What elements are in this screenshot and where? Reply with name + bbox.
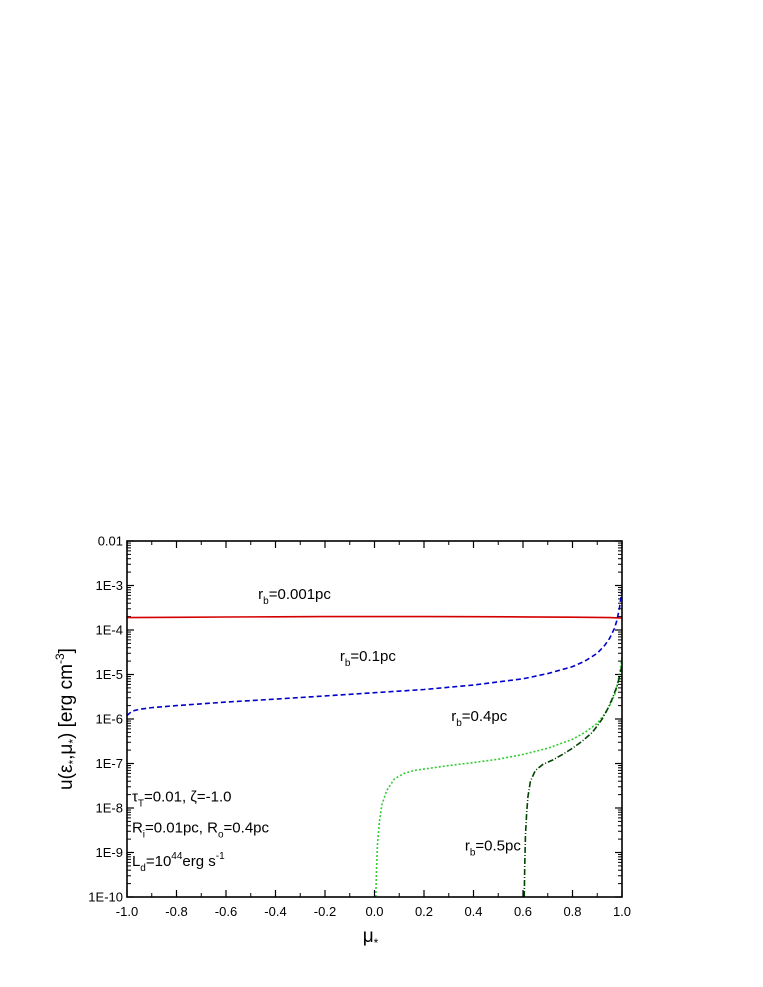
series-line-2 bbox=[374, 656, 623, 898]
x-axis-title-sub: * bbox=[374, 936, 379, 950]
annotation-1: Ri=0.01pc, Ro=0.4pc bbox=[132, 819, 270, 840]
y-axis-title-u: u( bbox=[56, 772, 77, 790]
x-tick-label: -0.2 bbox=[314, 904, 336, 919]
x-tick-label: 0.8 bbox=[563, 904, 581, 919]
x-tick-label: 0.0 bbox=[365, 904, 383, 919]
annotation-0: τT=0.01, ζ=-1.0 bbox=[132, 788, 232, 809]
x-axis-title-main: μ bbox=[363, 926, 374, 947]
x-tick-label: 1.0 bbox=[613, 904, 631, 919]
y-tick-label: 1E-6 bbox=[96, 712, 123, 727]
y-tick-label: 1E-4 bbox=[96, 623, 123, 638]
y-tick-label: 0.01 bbox=[98, 534, 123, 549]
annotation-2: Ld=1044erg s-1 bbox=[132, 851, 225, 874]
y-tick-label: 1E-9 bbox=[96, 845, 123, 860]
series-label-2: rb=0.4pc bbox=[451, 708, 508, 729]
y-tick-label: 1E-3 bbox=[96, 578, 123, 593]
y-axis-title-end: ] bbox=[56, 648, 77, 653]
y-axis-title-sub2: * bbox=[66, 739, 80, 744]
x-tick-label: 0.2 bbox=[415, 904, 433, 919]
x-axis-title: μ* bbox=[363, 926, 379, 950]
series-label-0: rb=0.001pc bbox=[258, 586, 331, 607]
plot-frame bbox=[126, 540, 623, 898]
y-tick-label: 1E-5 bbox=[96, 667, 123, 682]
series-layer bbox=[126, 589, 623, 898]
y-tick-label: 1E-10 bbox=[88, 890, 123, 905]
labels-layer: -1.0 -0.8 -0.6 -0.4 -0.2 0.0 0.2 0.4 0.6 0.8 1.0 0.… bbox=[88, 534, 631, 920]
x-tick-label: 0.4 bbox=[464, 904, 482, 919]
series-line-0 bbox=[126, 615, 623, 619]
y-axis-title-comma: , bbox=[56, 755, 77, 760]
y-tick-label: 1E-8 bbox=[96, 801, 123, 816]
ticks-layer bbox=[126, 540, 623, 898]
x-tick-label: -0.4 bbox=[264, 904, 286, 919]
series-label-3: rb=0.5pc bbox=[465, 837, 522, 858]
y-axis-title-eps: ε bbox=[56, 764, 77, 773]
y-axis-title-mu: μ bbox=[56, 744, 77, 755]
y-axis-title-sub1: * bbox=[66, 760, 80, 765]
y-axis-title-sup: -3 bbox=[53, 653, 67, 664]
x-tick-label: -0.8 bbox=[165, 904, 187, 919]
x-tick-label: -0.6 bbox=[215, 904, 237, 919]
series-label-1: rb=0.1pc bbox=[340, 648, 397, 669]
y-axis-title-close: ) [erg cm bbox=[56, 664, 77, 739]
y-tick-label: 1E-7 bbox=[96, 756, 123, 771]
series-line-3 bbox=[523, 665, 623, 898]
x-tick-label: -1.0 bbox=[116, 904, 138, 919]
y-axis-title: u(ε*,μ*) [erg cm-3] bbox=[53, 648, 80, 790]
x-tick-label: 0.6 bbox=[514, 904, 532, 919]
